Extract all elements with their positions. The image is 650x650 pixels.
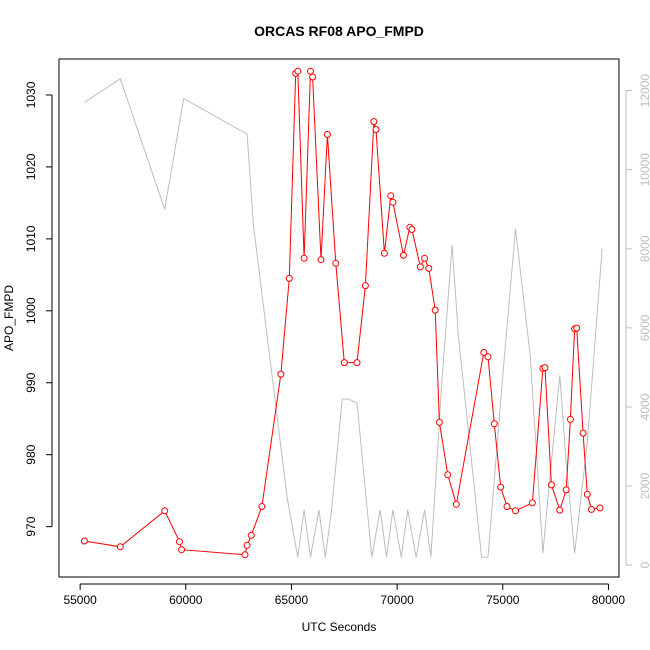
data-point [277,370,285,378]
data-point [323,131,331,138]
data-point [408,226,416,233]
primary-series-line [84,69,601,556]
data-point [387,192,395,200]
data-point [241,551,249,559]
data-point [579,429,587,437]
y2-tick-label: 8000 [638,235,650,262]
data-point [243,541,251,549]
data-point [247,531,255,539]
data-point [300,254,308,262]
data-point [294,67,302,75]
x-tick-label: 70000 [380,593,414,607]
x-tick-label: 65000 [275,593,309,607]
series-layer [80,67,604,559]
data-point [80,537,88,545]
x-tick-label: 60000 [169,593,203,607]
plot-frame [58,58,620,578]
data-point [178,546,186,554]
y-tick-label: 1020 [24,153,38,180]
data-point [317,256,325,264]
data-point [541,364,549,372]
data-point [497,483,505,491]
data-point [370,118,378,126]
data-point [588,505,595,513]
data-point [161,507,169,515]
x-tick-label: 80000 [592,593,626,607]
y-tick-label: 1000 [24,297,38,324]
data-point [258,503,266,510]
data-point [372,126,380,133]
data-point [503,503,511,510]
y-tick-label: 1030 [24,81,38,108]
data-point [361,282,369,290]
y2-tick-label: 4000 [638,393,650,420]
data-point [421,254,429,262]
data-point [380,249,388,257]
data-point [309,73,317,81]
data-point [400,251,407,259]
x-tick-label: 75000 [486,593,520,607]
y-axis-label: APO_FMPD [2,285,16,351]
data-point [340,359,348,367]
y-tick-label: 970 [24,516,38,536]
data-point [528,499,536,507]
chart-title: ORCAS RF08 APO_FMPD [254,23,424,39]
data-point [444,471,452,479]
data-point [332,259,340,267]
y-tick-label: 980 [24,444,38,464]
y2-tick-label: 10000 [638,153,650,187]
secondary-y-axis: 0 2000 4000 6000 8000 10000 12000 [625,74,650,568]
y-tick-label: 990 [24,372,38,392]
data-point [416,263,424,271]
y2-tick-label: 12000 [638,74,650,108]
data-point [307,67,314,75]
y2-tick-label: 2000 [638,472,650,499]
data-point [547,481,555,489]
data-point [484,353,492,361]
data-point [556,506,564,514]
primary-series [80,67,604,559]
x-axis-label: UTC Seconds [302,620,377,634]
data-point [435,418,443,426]
y2-tick-label: 0 [638,561,650,568]
data-point [176,538,183,546]
y-tick-label: 1010 [24,225,38,252]
data-point [562,486,570,494]
data-point [566,415,574,423]
data-point [116,543,124,551]
data-point [452,500,460,508]
y-axis: 970 980 990 1000 1010 1020 1030 [24,81,53,537]
data-point [512,507,519,515]
data-point [490,420,498,428]
x-axis: 55000 60000 65000 70000 75000 80000 [63,583,626,607]
data-point [431,306,439,314]
data-point [480,349,488,356]
data-point [596,504,604,512]
data-point [285,274,293,282]
y2-tick-label: 6000 [638,314,650,341]
data-point [425,264,433,272]
data-point [573,324,581,332]
data-point [389,198,397,206]
x-tick-label: 55000 [63,593,97,607]
data-point [583,490,591,498]
data-point [353,359,361,367]
